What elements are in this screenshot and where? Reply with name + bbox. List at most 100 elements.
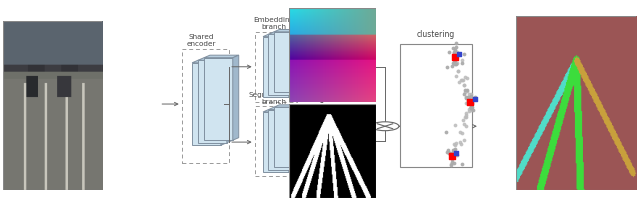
Bar <box>400 44 472 167</box>
Point <box>466 106 476 109</box>
Point <box>443 148 453 151</box>
Point <box>468 108 479 111</box>
Point <box>464 95 474 98</box>
Bar <box>269 110 294 170</box>
Point <box>461 124 471 127</box>
Point <box>444 50 454 53</box>
Point <box>449 143 460 146</box>
Point <box>446 153 456 157</box>
Text: Binary lane
segmentation: Binary lane segmentation <box>311 84 364 103</box>
Point <box>449 55 460 58</box>
Polygon shape <box>269 32 300 34</box>
Polygon shape <box>300 29 305 92</box>
Bar <box>255 32 297 102</box>
Polygon shape <box>294 107 300 170</box>
Point <box>459 138 469 141</box>
Point <box>451 55 461 59</box>
Point <box>449 55 460 59</box>
Point <box>449 59 460 62</box>
Bar <box>263 37 289 97</box>
Point <box>457 79 467 82</box>
Bar <box>516 16 636 190</box>
Polygon shape <box>198 58 233 60</box>
Point <box>447 149 458 152</box>
Point <box>461 114 471 117</box>
Point <box>455 131 465 134</box>
Point <box>449 61 459 64</box>
Polygon shape <box>221 60 227 145</box>
Point <box>466 105 476 109</box>
Polygon shape <box>227 58 233 143</box>
Polygon shape <box>274 29 305 32</box>
Point <box>442 65 452 68</box>
Point <box>461 111 471 114</box>
Point <box>454 52 465 55</box>
Point <box>461 89 472 92</box>
Point <box>452 62 462 65</box>
Point <box>467 105 477 108</box>
Point <box>457 131 467 135</box>
Point <box>447 157 458 160</box>
Point <box>449 152 460 156</box>
Text: Shared
encoder: Shared encoder <box>187 34 216 47</box>
Polygon shape <box>204 55 239 58</box>
Point <box>448 150 458 153</box>
Bar <box>289 104 376 198</box>
Point <box>463 95 473 98</box>
Point <box>466 92 476 96</box>
Point <box>451 45 461 49</box>
Point <box>454 80 465 83</box>
Circle shape <box>371 122 399 131</box>
Point <box>445 151 455 154</box>
Point <box>460 116 470 119</box>
Point <box>465 92 475 96</box>
Point <box>451 55 461 58</box>
Point <box>445 154 456 158</box>
Bar <box>269 34 294 95</box>
Point <box>465 104 476 108</box>
Point <box>457 162 467 165</box>
Point <box>458 122 468 125</box>
Point <box>444 151 454 154</box>
Bar <box>263 112 289 172</box>
Point <box>467 103 477 106</box>
Bar <box>3 21 102 190</box>
Point <box>467 105 477 109</box>
Point <box>466 109 476 112</box>
Point <box>449 50 459 54</box>
Point <box>452 50 463 54</box>
Point <box>461 96 471 99</box>
Polygon shape <box>263 110 294 112</box>
Bar <box>198 60 227 143</box>
Polygon shape <box>289 110 294 172</box>
Point <box>458 78 468 81</box>
Point <box>461 95 471 98</box>
Bar <box>274 32 300 92</box>
Bar <box>289 8 376 102</box>
Point <box>463 101 473 104</box>
Text: Pixel embeddings: Pixel embeddings <box>304 20 371 29</box>
Text: clustering: clustering <box>417 30 455 39</box>
Point <box>449 52 459 55</box>
Point <box>467 98 477 102</box>
Point <box>466 94 476 97</box>
Point <box>451 63 461 66</box>
Point <box>451 74 461 77</box>
Point <box>456 78 466 82</box>
Point <box>442 151 452 154</box>
Point <box>464 97 474 101</box>
Polygon shape <box>300 105 305 167</box>
Point <box>450 59 460 62</box>
Point <box>456 62 467 65</box>
Point <box>454 140 465 144</box>
Point <box>448 46 458 49</box>
Point <box>444 152 454 155</box>
Point <box>460 93 470 96</box>
Point <box>470 95 480 98</box>
Point <box>453 70 463 73</box>
Bar <box>255 107 297 176</box>
Point <box>459 84 469 87</box>
Point <box>458 84 468 87</box>
Polygon shape <box>274 105 305 107</box>
Point <box>446 164 456 167</box>
